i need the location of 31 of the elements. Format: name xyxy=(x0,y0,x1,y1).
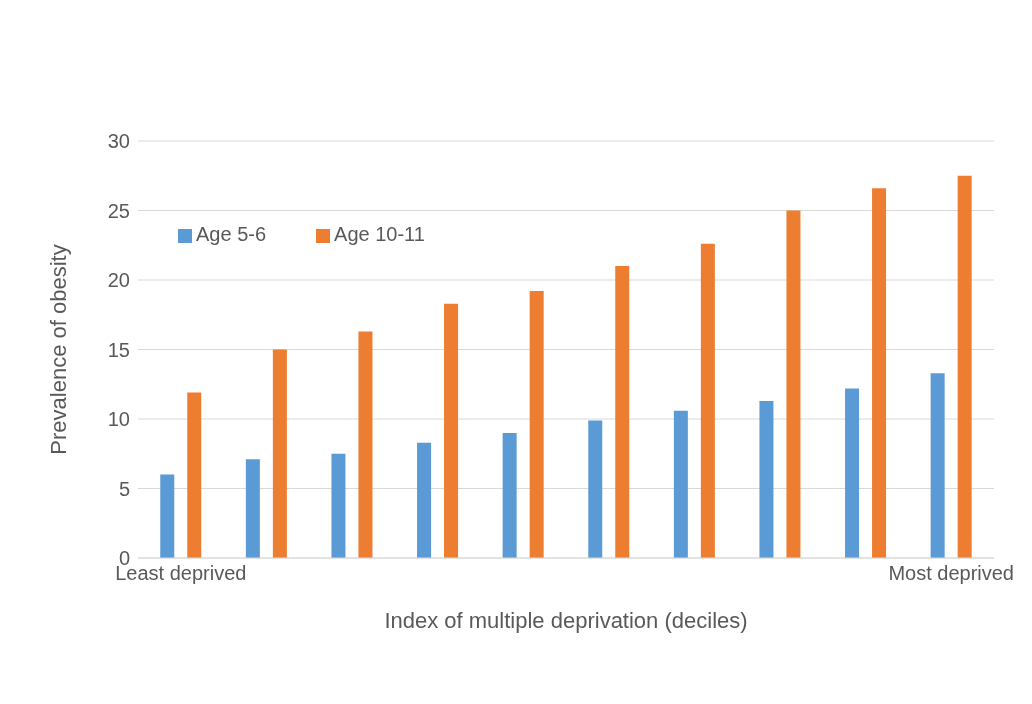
y-axis-title: Prevalence of obesity xyxy=(45,244,71,455)
bar xyxy=(759,400,774,558)
bar xyxy=(502,432,517,558)
bar xyxy=(700,243,715,558)
bar xyxy=(272,349,287,558)
bar xyxy=(786,210,801,558)
y-tick-label: 30 xyxy=(107,130,130,153)
y-tick-label: 15 xyxy=(107,338,130,361)
bar xyxy=(160,474,175,558)
bar xyxy=(957,175,972,558)
bar xyxy=(673,410,688,558)
x-axis-title: Index of multiple deprivation (deciles) xyxy=(384,608,748,633)
y-tick-label: 25 xyxy=(107,199,130,222)
bar xyxy=(930,373,945,558)
y-tick-label: 10 xyxy=(107,408,130,431)
bar xyxy=(444,303,459,558)
legend-label: Age 10-11 xyxy=(334,223,425,245)
legend-label: Age 5-6 xyxy=(196,223,267,245)
y-tick-label: 20 xyxy=(107,269,130,292)
bar xyxy=(845,388,860,558)
bar xyxy=(872,188,887,558)
bar xyxy=(529,291,544,558)
bar xyxy=(187,392,202,558)
bar xyxy=(615,266,630,558)
y-tick-label: 5 xyxy=(118,477,130,500)
bar xyxy=(417,442,432,558)
bar xyxy=(331,453,346,558)
x-tick-label: Most deprived xyxy=(888,562,1015,585)
bar xyxy=(588,420,603,558)
bar xyxy=(245,459,260,558)
bar xyxy=(358,331,373,558)
